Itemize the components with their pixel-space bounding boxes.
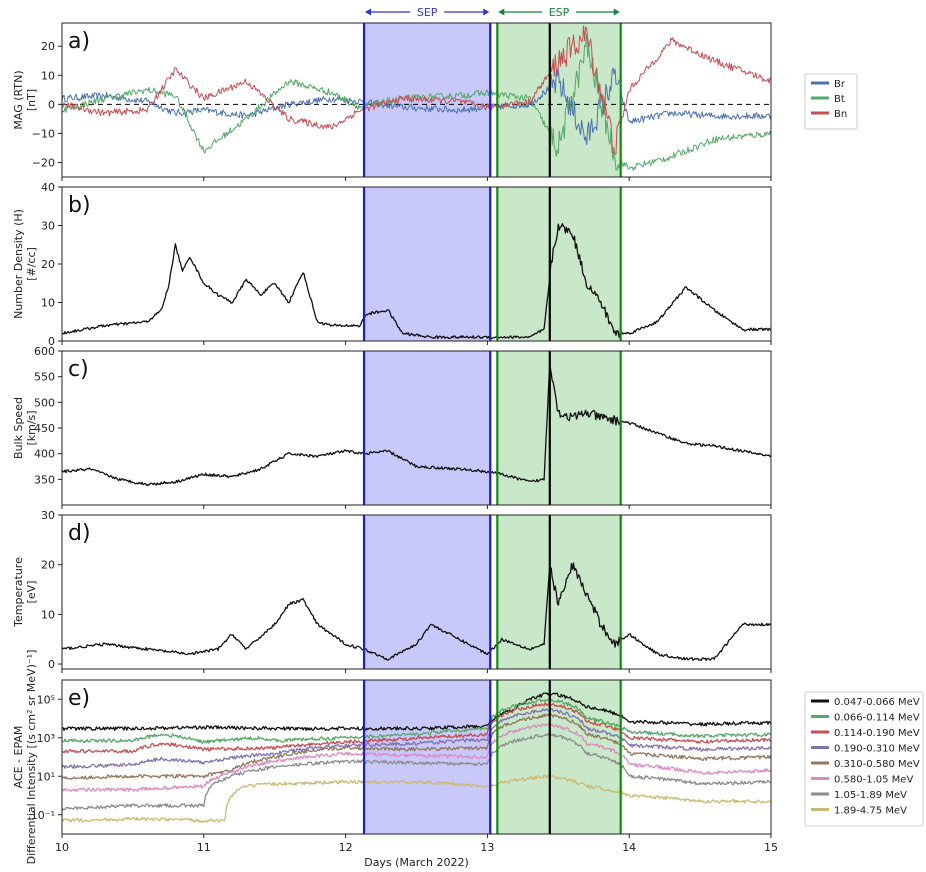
y-axis-label: ACE - EPAM: [12, 726, 25, 789]
legend-entry: Bt: [834, 94, 845, 105]
legend-entry: 0.580-1.05 MeV: [834, 775, 913, 786]
legend-entry: 1.05-1.89 MeV: [834, 790, 907, 801]
panel-label: d): [68, 521, 91, 546]
series-line-1-89-4-75-mev: [62, 774, 771, 823]
region-sep-shade: [364, 187, 491, 341]
legend-entry: 1.89-4.75 MeV: [834, 806, 907, 817]
y-tick-label: 10: [41, 297, 55, 310]
y-axis-unit: [nT]: [25, 89, 38, 111]
panel-d: 0 10 20 30 Temperature [eV] d): [12, 509, 772, 673]
x-axis-label: Days (March 2022): [364, 856, 469, 869]
series-line-bt: [62, 33, 771, 171]
y-axis-unit: Differential Intensity [(s cm² sr MeV)⁻¹…: [25, 650, 38, 865]
region-esp-shade: [497, 351, 621, 505]
y-tick-label: 20: [41, 258, 55, 271]
region-name: SEP: [417, 6, 438, 19]
y-axis-unit: [#/cc]: [25, 247, 38, 281]
y-tick-label: −10: [32, 127, 55, 140]
region-sep-shade: [364, 515, 491, 669]
panel-label: c): [68, 357, 89, 382]
series-line-0-047-0-066-mev: [62, 692, 771, 731]
y-tick-label: 20: [41, 559, 55, 572]
panel-label: e): [68, 686, 90, 711]
series-line: [62, 562, 771, 662]
series-line-br: [62, 67, 771, 146]
y-tick-label: 600: [34, 345, 55, 358]
y-tick-label: 30: [41, 220, 55, 233]
series-line-0-580-1-05-mev: [62, 723, 771, 793]
legend-entry: 0.190-0.310 MeV: [834, 744, 920, 755]
x-tick-label: 11: [197, 841, 211, 854]
panel-e: 10⁻¹ 10¹ 10³ 10⁵ ACE - EPAM Differential Inte…: [12, 650, 924, 865]
region-esp-shade: [497, 23, 621, 177]
panel-label: a): [68, 29, 90, 54]
series-line-0-114-0-190-mev: [62, 702, 771, 754]
axes-frame: [61, 514, 772, 670]
panel-b: 0 10 20 30 40 Number Density (H) [#/cc] b): [12, 181, 772, 348]
x-tick-label: 12: [339, 841, 353, 854]
legend-entry: 0.310-0.580 MeV: [834, 759, 920, 770]
series-line-bn: [62, 25, 771, 155]
x-tick-label: 14: [622, 841, 636, 854]
y-tick-label: 40: [41, 181, 55, 194]
y-tick-label: 10³: [37, 732, 55, 745]
y-tick-label: 350: [34, 473, 55, 486]
y-tick-label: 450: [34, 422, 55, 435]
series-line-0-066-0-114-mev: [62, 697, 771, 744]
y-axis-label: Temperature: [12, 557, 25, 628]
y-tick-label: 550: [34, 371, 55, 384]
y-tick-label: 400: [34, 448, 55, 461]
y-axis-label: Bulk Speed: [12, 397, 25, 459]
y-tick-label: 10¹: [37, 770, 55, 783]
series-line: [62, 223, 771, 340]
y-axis-label: Number Density (H): [12, 209, 25, 319]
series-line-1-05-1-89-mev: [62, 732, 771, 811]
y-axis-label: MAG (RTN): [12, 70, 25, 129]
y-tick-label: 20: [41, 40, 55, 53]
y-tick-label: 10: [41, 608, 55, 621]
y-axis-unit: [eV]: [25, 581, 38, 604]
legend: 0.047-0.066 MeV 0.066-0.114 MeV 0.114-0.19…: [804, 691, 924, 827]
series-line-0-310-0-580-mev: [62, 713, 771, 781]
x-tick-label: 13: [480, 841, 494, 854]
legend-entry: 0.047-0.066 MeV: [834, 697, 920, 708]
legend-entry: Br: [834, 79, 846, 90]
region-name: ESP: [549, 6, 570, 19]
region-esp-shade: [497, 515, 621, 669]
axes-frame: [61, 679, 772, 835]
x-tick-label: 10: [55, 841, 69, 854]
panel-c: 350 400 450 500 550 600 Bulk Speed [km/s] c): [12, 345, 772, 509]
y-tick-label: 0: [48, 335, 55, 348]
region-label-esp: ESP: [498, 4, 620, 20]
y-tick-label: 10: [41, 69, 55, 82]
axes-frame: [61, 22, 772, 178]
region-label-sep: SEP: [365, 4, 490, 20]
y-tick-label: 30: [41, 509, 55, 522]
region-sep-shade: [364, 351, 491, 505]
y-tick-label: 0: [48, 98, 55, 111]
panel-a: −20 −10 0 10 20 MAG (RTN) [nT] a) Br Bt Bn: [12, 22, 858, 181]
y-tick-label: −20: [32, 156, 55, 169]
y-tick-label: 10⁻¹: [31, 809, 55, 822]
series-line: [62, 365, 771, 487]
legend: Br Bt Bn: [804, 73, 858, 130]
x-tick-label: 15: [764, 841, 778, 854]
legend-entry: 0.114-0.190 MeV: [834, 728, 920, 739]
region-esp-shade: [497, 187, 621, 341]
series-line-0-190-0-310-mev: [62, 708, 771, 769]
legend-entry: Bn: [834, 109, 847, 120]
y-tick-label: 10⁵: [37, 693, 55, 706]
y-tick-label: 500: [34, 396, 55, 409]
panel-label: b): [68, 193, 91, 218]
y-axis-unit: [km/s]: [25, 410, 38, 445]
y-tick-label: 0: [48, 658, 55, 671]
legend-entry: 0.066-0.114 MeV: [834, 713, 920, 724]
